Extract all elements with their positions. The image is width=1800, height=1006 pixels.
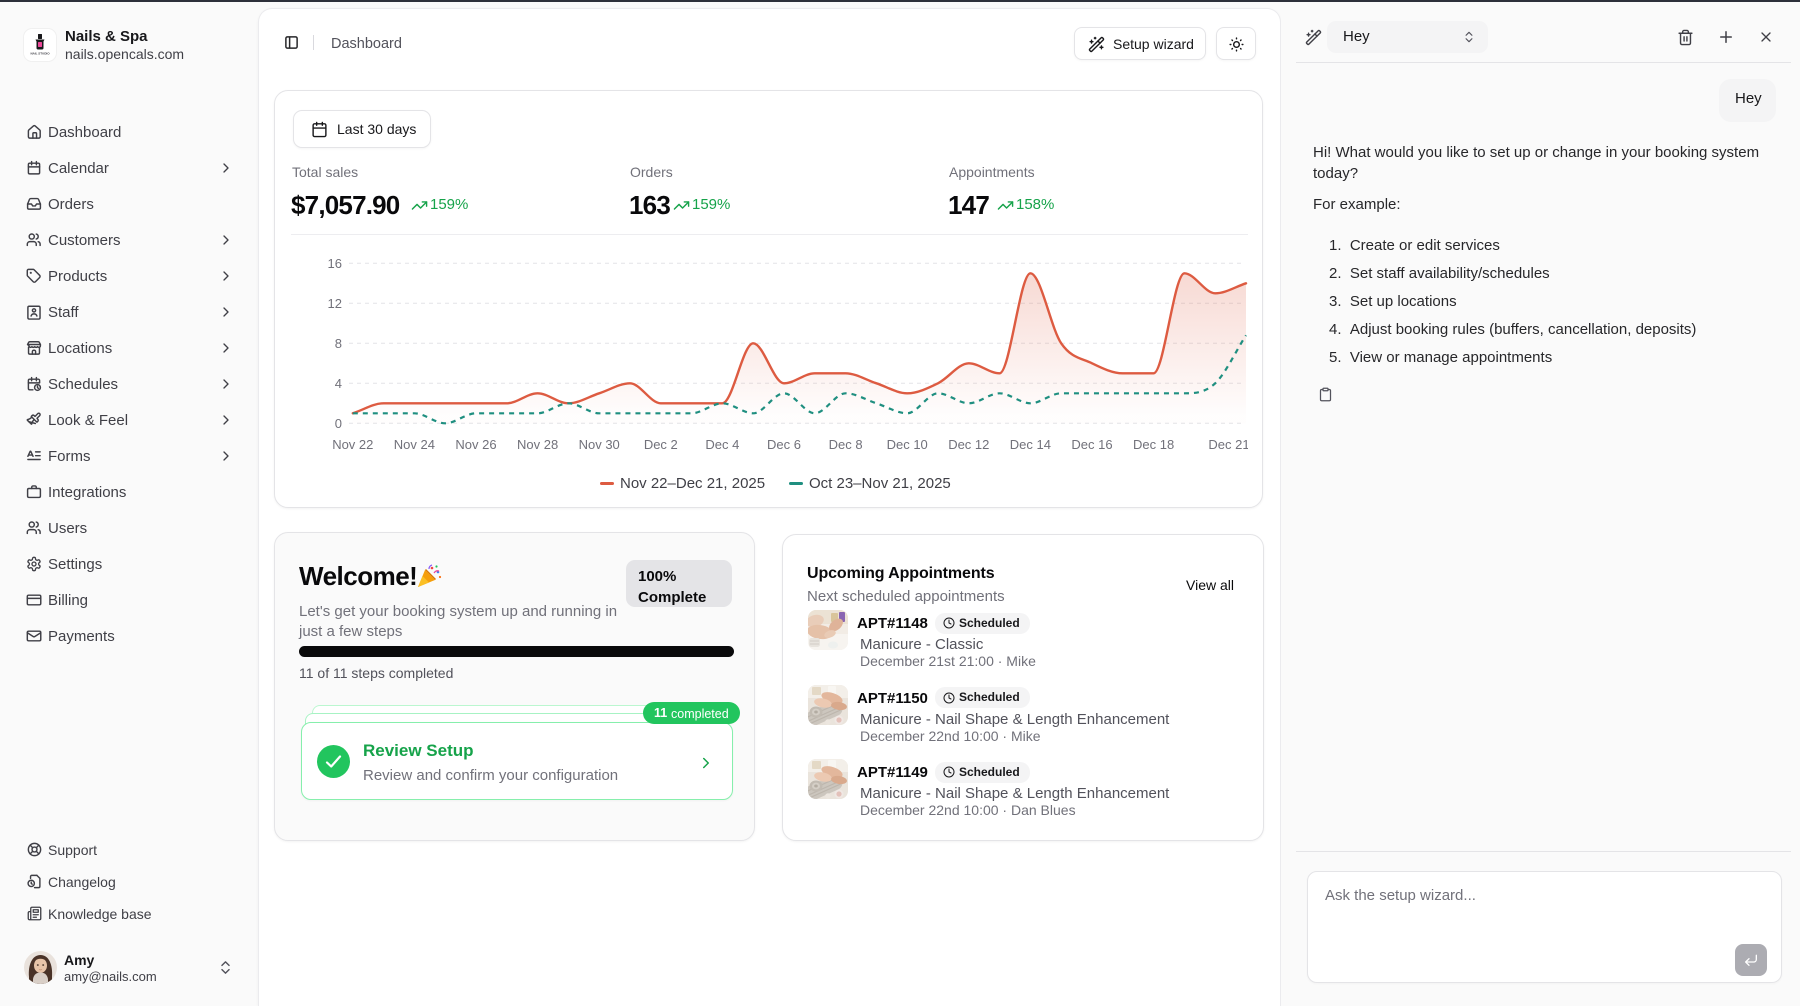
svg-text:Dec 2: Dec 2 — [644, 437, 678, 452]
svg-text:Dec 10: Dec 10 — [887, 437, 928, 452]
svg-text:Nov 28: Nov 28 — [517, 437, 558, 452]
svg-text:Dec 16: Dec 16 — [1071, 437, 1112, 452]
svg-text:Dec 6: Dec 6 — [767, 437, 801, 452]
svg-text:4: 4 — [335, 376, 342, 391]
svg-text:16: 16 — [328, 256, 342, 271]
svg-text:Dec 12: Dec 12 — [948, 437, 989, 452]
svg-text:NAIL STUDIO: NAIL STUDIO — [30, 52, 50, 56]
svg-text:Nov 22: Nov 22 — [332, 437, 373, 452]
svg-text:Dec 4: Dec 4 — [705, 437, 739, 452]
svg-text:Dec 14: Dec 14 — [1010, 437, 1051, 452]
svg-text:12: 12 — [328, 296, 342, 311]
svg-text:Nov 30: Nov 30 — [579, 437, 620, 452]
svg-text:8: 8 — [335, 336, 342, 351]
svg-text:Dec 18: Dec 18 — [1133, 437, 1174, 452]
svg-text:0: 0 — [335, 416, 342, 431]
svg-text:Dec 8: Dec 8 — [829, 437, 863, 452]
svg-text:Nov 24: Nov 24 — [394, 437, 435, 452]
svg-text:Nov 26: Nov 26 — [455, 437, 496, 452]
svg-text:Dec 21: Dec 21 — [1208, 437, 1248, 452]
